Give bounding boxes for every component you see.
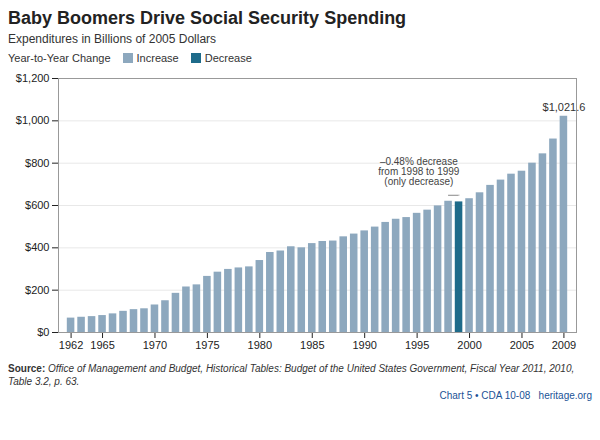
html-text:Chart 5 • CDA 10-08 heritage.o: Chart 5 • CDA 10-08 heritage.org xyxy=(439,390,592,401)
html-text:Increase: Increase xyxy=(136,52,179,64)
svg-text:$1,000: $1,000 xyxy=(16,114,50,126)
svg-text:$800: $800 xyxy=(25,157,49,169)
svg-text:–0.48% decreasefrom 1998 to 19: –0.48% decreasefrom 1998 to 1999(only de… xyxy=(378,156,460,187)
svg-text:$1,021.6: $1,021.6 xyxy=(543,101,586,113)
html-text:Source: Office of Management a: Source: Office of Management and Budget,… xyxy=(8,363,575,387)
svg-text:$200: $200 xyxy=(25,284,49,296)
svg-text:1995: 1995 xyxy=(405,339,429,351)
svg-text:$400: $400 xyxy=(25,241,49,253)
html-text:Baby Boomers Drive Social Secu: Baby Boomers Drive Social Security Spend… xyxy=(8,8,407,28)
svg-text:1975: 1975 xyxy=(195,339,219,351)
svg-text:1962: 1962 xyxy=(59,339,83,351)
svg-text:2009: 2009 xyxy=(552,339,576,351)
html-text:Expenditures in Billions of 20: Expenditures in Billions of 2005 Dollars xyxy=(8,32,217,46)
svg-text:2005: 2005 xyxy=(510,339,534,351)
html-text:Year-to-Year Change: Year-to-Year Change xyxy=(8,52,111,64)
svg-text:$1,200: $1,200 xyxy=(16,72,50,84)
html-text:Decrease: Decrease xyxy=(204,52,252,64)
svg-text:1970: 1970 xyxy=(143,339,167,351)
svg-text:1965: 1965 xyxy=(90,339,114,351)
svg-text:1990: 1990 xyxy=(352,339,376,351)
svg-text:$0: $0 xyxy=(37,326,49,338)
svg-text:2000: 2000 xyxy=(457,339,481,351)
svg-text:1980: 1980 xyxy=(248,339,272,351)
svg-text:$600: $600 xyxy=(25,199,49,211)
svg-text:1985: 1985 xyxy=(300,339,324,351)
